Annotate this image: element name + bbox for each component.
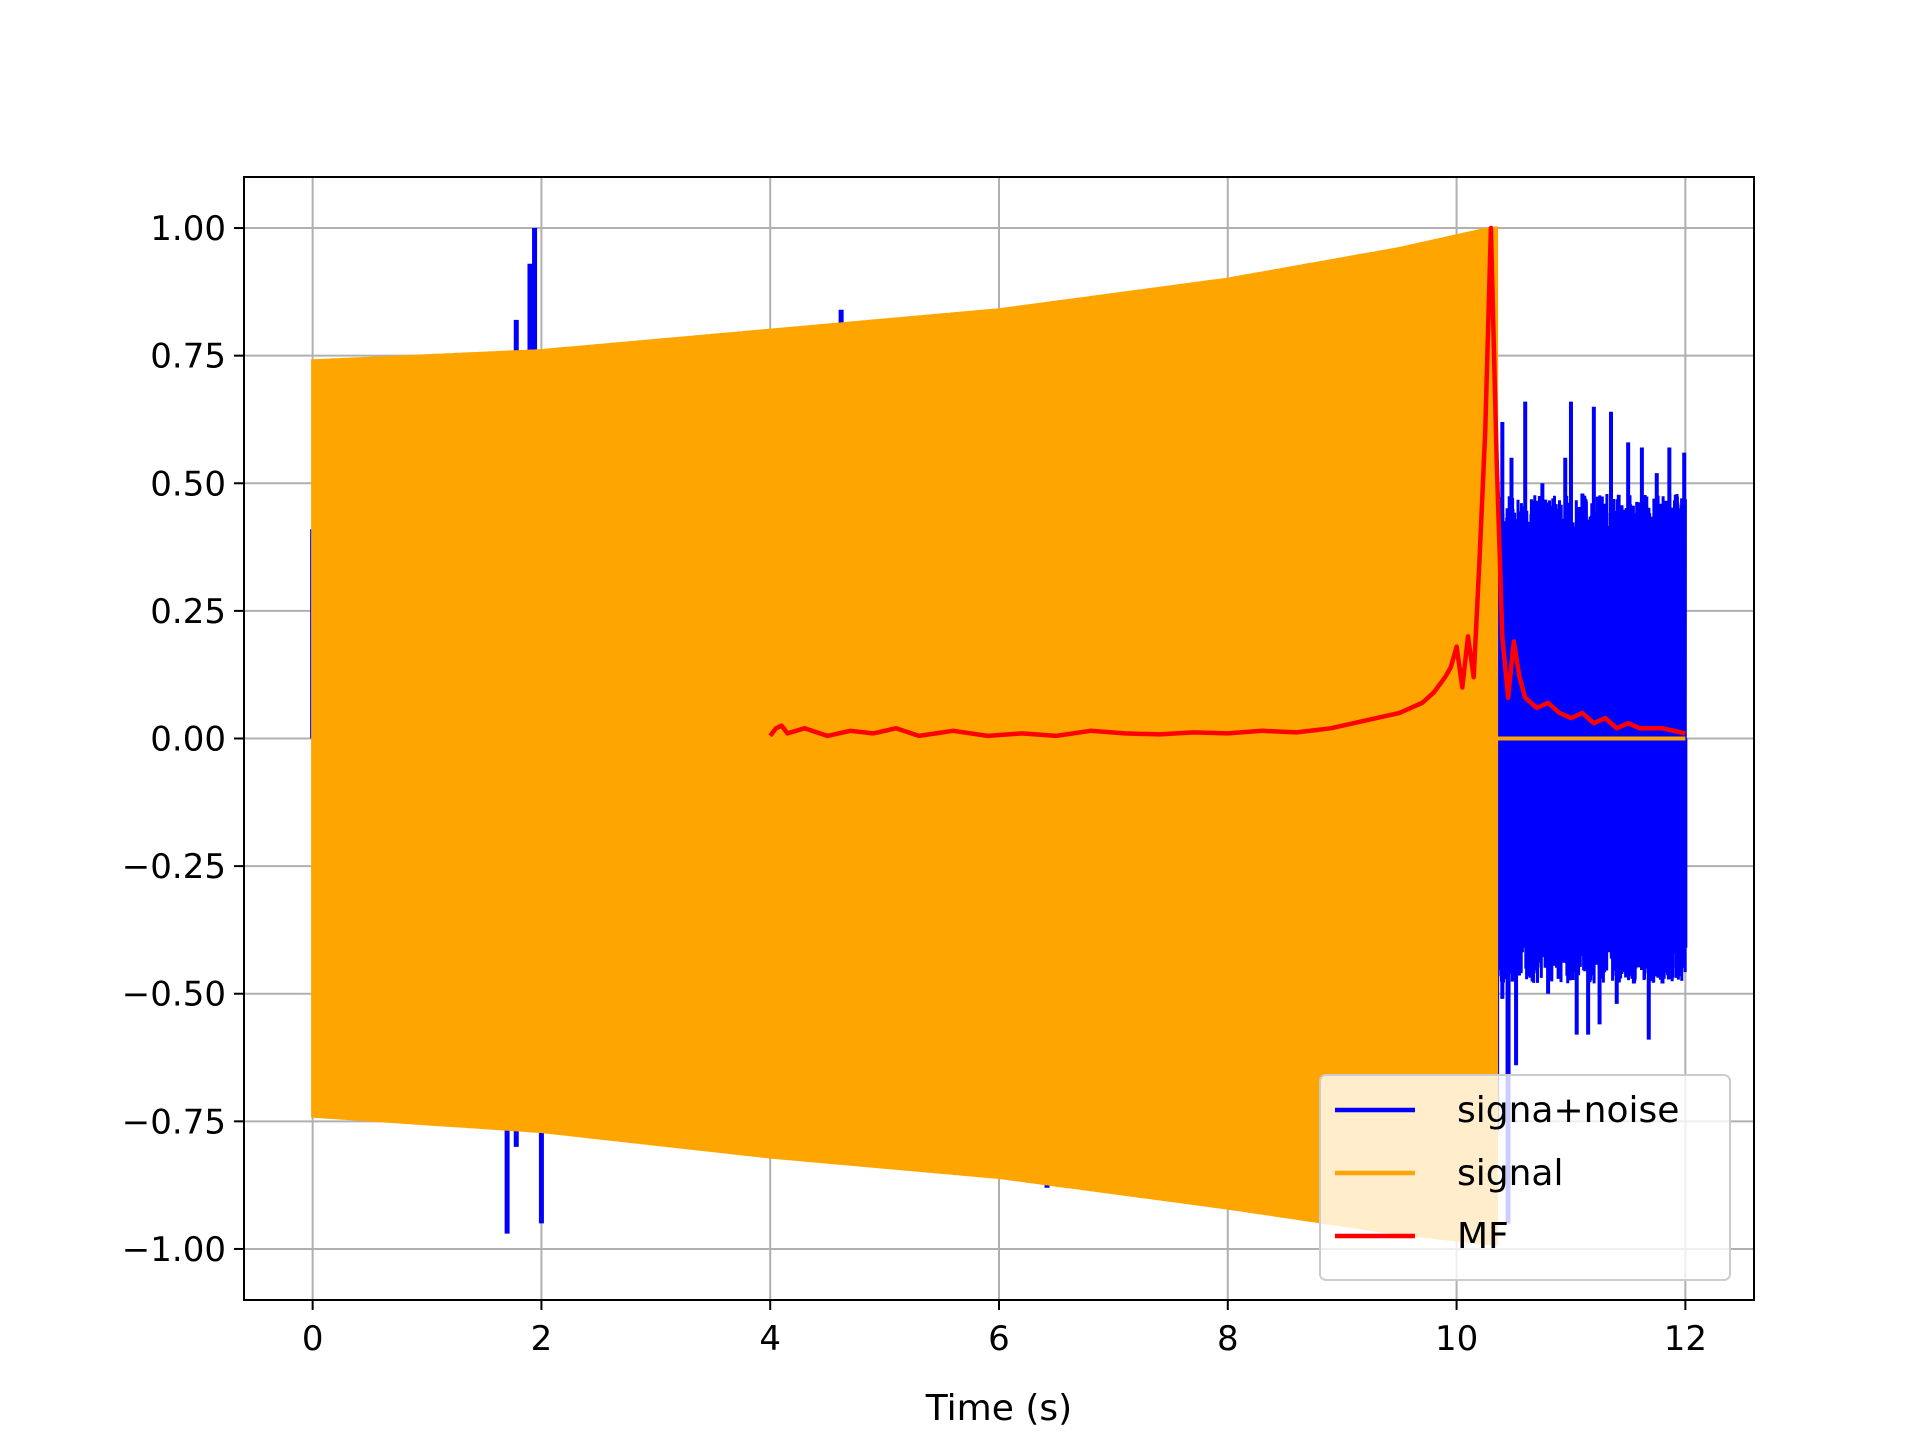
noise-only-trace [1495,493,1687,984]
axis-ticks: 0 2 4 6 8 10 12 1.00 0.75 0.50 0.25 0.00 −0.25 −0.50 −… [122,209,1707,1359]
y-tick-label: 1.00 [150,209,226,249]
y-tick-label: 0.00 [150,720,226,760]
x-tick-label: 12 [1664,1319,1707,1359]
legend-box [1319,1074,1731,1281]
legend: signa+noise signal MF [1319,1074,1731,1281]
y-tick-label: −0.50 [122,975,226,1015]
y-tick-label: 0.50 [150,464,226,504]
x-tick-label: 6 [988,1319,1010,1359]
y-tick-label: −1.00 [122,1230,226,1270]
x-tick-label: 8 [1217,1319,1239,1359]
mf-line [768,225,1686,739]
y-tick-label: −0.25 [122,847,226,887]
legend-entry-label: signal [1457,1153,1564,1194]
x-tick-label: 2 [531,1319,553,1359]
x-tick-label: 4 [759,1319,781,1359]
x-tick-label: 0 [302,1319,324,1359]
legend-entry-label: MF [1457,1216,1509,1257]
x-tick-label: 10 [1435,1319,1478,1359]
y-tick-label: 0.25 [150,592,226,632]
y-tick-label: −0.75 [122,1102,226,1142]
y-tick-label: 0.75 [150,337,226,377]
legend-entry-label: signa+noise [1457,1090,1679,1131]
x-axis-label: Time (s) [925,1388,1072,1429]
plot-data [310,225,1688,1246]
